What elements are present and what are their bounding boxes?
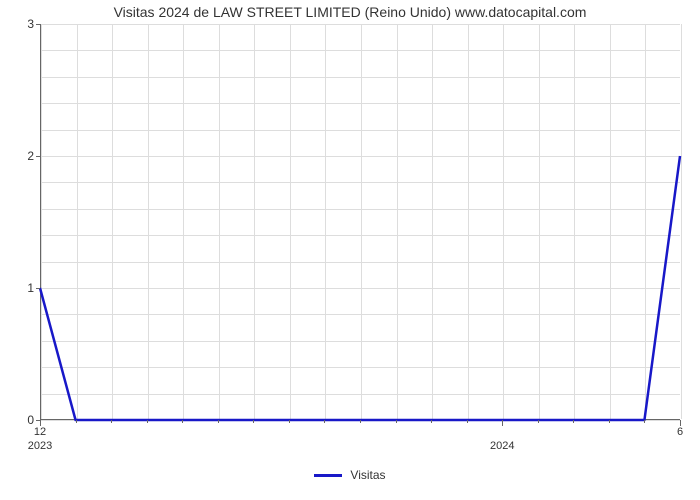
y-tick-label: 3: [4, 17, 34, 31]
x-minor-tick-mark: [431, 420, 432, 423]
legend: Visitas: [0, 468, 700, 482]
series-line: [40, 156, 680, 420]
x-tick-label: 12: [34, 426, 46, 438]
x-minor-tick-mark: [360, 420, 361, 423]
y-tick-label: 2: [4, 149, 34, 163]
x-minor-tick-mark: [111, 420, 112, 423]
x-minor-tick-mark: [218, 420, 219, 423]
y-tick-mark: [36, 288, 40, 289]
y-tick-label: 0: [4, 413, 34, 427]
x-minor-tick-mark: [609, 420, 610, 423]
x-minor-tick-mark: [467, 420, 468, 423]
x-minor-tick-mark: [147, 420, 148, 423]
x-minor-tick-mark: [573, 420, 574, 423]
y-tick-mark: [36, 24, 40, 25]
chart-container: Visitas 2024 de LAW STREET LIMITED (Rein…: [0, 0, 700, 500]
x-minor-tick-mark: [502, 420, 503, 423]
x-minor-tick-mark: [253, 420, 254, 423]
x-minor-tick-mark: [76, 420, 77, 423]
x-year-label: 2024: [490, 440, 514, 452]
x-minor-tick-mark: [289, 420, 290, 423]
x-tick-mark: [680, 420, 681, 426]
grid-v: [681, 24, 682, 419]
x-minor-tick-mark: [644, 420, 645, 423]
y-tick-label: 1: [4, 281, 34, 295]
x-tick-label: 6: [677, 426, 683, 438]
x-year-label: 2023: [28, 440, 52, 452]
x-minor-tick-mark: [396, 420, 397, 423]
x-minor-tick-mark: [182, 420, 183, 423]
y-tick-mark: [36, 156, 40, 157]
legend-swatch: [314, 474, 342, 477]
x-minor-tick-mark: [538, 420, 539, 423]
line-series: [40, 24, 680, 420]
x-minor-tick-mark: [324, 420, 325, 423]
legend-label: Visitas: [350, 468, 385, 482]
chart-title: Visitas 2024 de LAW STREET LIMITED (Rein…: [0, 4, 700, 20]
x-tick-mark: [40, 420, 41, 426]
